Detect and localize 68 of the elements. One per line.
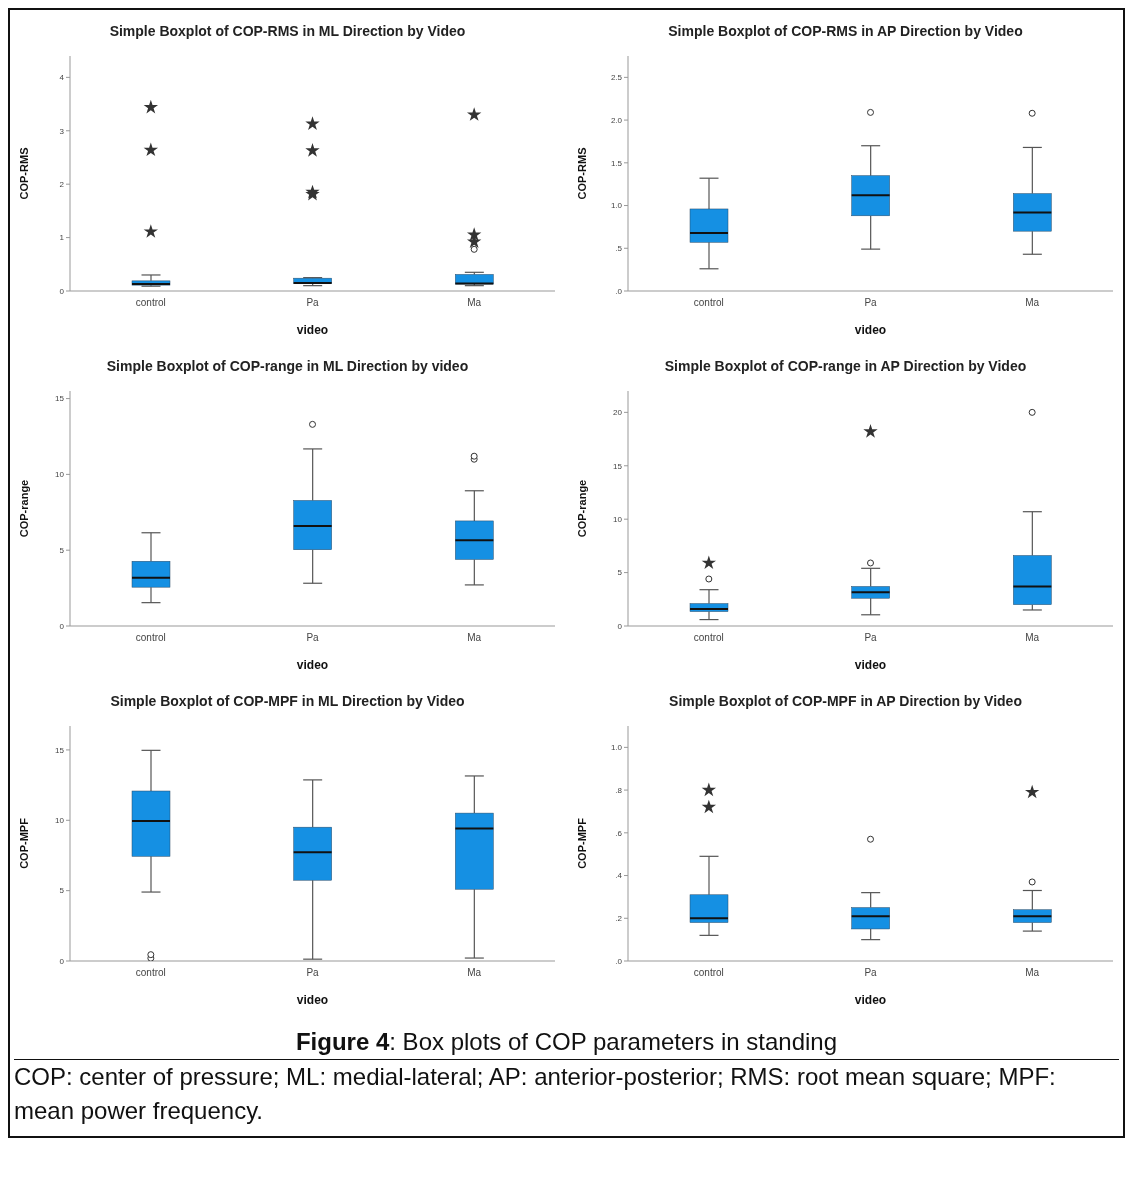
x-tick-label: control xyxy=(693,967,724,979)
y-axis-title: COP-RMS xyxy=(17,147,30,200)
chart-title: Simple Boxplot of COP-range in ML Direction by video xyxy=(105,357,470,376)
y-axis-title: COP-MPF xyxy=(17,817,30,869)
y-tick-label: .6 xyxy=(615,828,623,838)
x-tick-label: Pa xyxy=(864,297,878,309)
y-tick-label: 2.5 xyxy=(610,73,623,83)
y-tick-label: 5 xyxy=(59,886,65,896)
y-tick-label: 4 xyxy=(59,73,65,83)
x-tick-label: Ma xyxy=(467,297,482,309)
y-tick-label: 3 xyxy=(59,126,65,136)
chart-title: Simple Boxplot of COP-range in AP Direction by Video xyxy=(663,357,1028,376)
y-tick-label: 1 xyxy=(59,233,65,243)
y-tick-label: .5 xyxy=(615,244,623,254)
x-tick-label: Pa xyxy=(864,632,878,644)
y-tick-label: 10 xyxy=(55,470,65,480)
x-tick-label: Pa xyxy=(306,967,320,979)
y-axis-title: COP-range xyxy=(575,479,588,538)
chart-title: Simple Boxplot of COP-MPF in AP Direction by Video xyxy=(668,692,1023,711)
x-tick-label: control xyxy=(135,967,166,979)
y-tick-label: 15 xyxy=(55,745,65,755)
x-tick-label: control xyxy=(693,297,724,309)
y-tick-label: .0 xyxy=(615,286,623,296)
y-tick-label: .4 xyxy=(615,871,623,881)
x-tick-label: Ma xyxy=(1025,297,1040,309)
x-tick-label: control xyxy=(135,297,166,309)
y-tick-label: 5 xyxy=(59,546,65,556)
y-tick-label: 15 xyxy=(613,461,623,471)
x-axis-title: video xyxy=(296,658,329,672)
y-tick-label: 1.0 xyxy=(610,201,623,211)
x-tick-label: control xyxy=(693,632,724,644)
y-tick-label: .8 xyxy=(615,785,623,795)
x-axis-title: video xyxy=(296,993,329,1007)
chart-title: Simple Boxplot of COP-RMS in ML Direction by Video xyxy=(108,22,467,41)
x-axis-title: video xyxy=(854,323,887,337)
x-tick-label: Ma xyxy=(1025,632,1040,644)
y-tick-label: 10 xyxy=(55,816,65,826)
y-tick-label: 10 xyxy=(613,515,623,525)
y-tick-label: 0 xyxy=(59,621,65,631)
y-tick-label: 15 xyxy=(55,394,65,404)
x-axis-title: video xyxy=(296,323,329,337)
y-tick-label: .2 xyxy=(615,914,623,924)
y-axis-title: COP-RMS xyxy=(575,147,588,200)
x-tick-label: Pa xyxy=(306,632,320,644)
y-tick-label: .0 xyxy=(615,956,623,966)
y-axis-title: COP-range xyxy=(17,479,30,538)
caption: Figure 4: Box plots of COP parameters in standing xyxy=(295,1028,838,1055)
y-tick-label: 5 xyxy=(617,568,623,578)
y-tick-label: 1.5 xyxy=(610,158,623,168)
x-tick-label: Pa xyxy=(306,297,320,309)
x-tick-label: Ma xyxy=(467,967,482,979)
x-tick-label: Ma xyxy=(1025,967,1040,979)
y-tick-label: 0 xyxy=(59,286,65,296)
chart-title: Simple Boxplot of COP-MPF in ML Direction by Video xyxy=(109,692,466,711)
text: COP: center of pressure; ML: medial-lateral; AP: anterior-posterior; RMS: root mean square; MPF: mean power frequency. xyxy=(14,1063,1056,1124)
y-tick-label: 2.0 xyxy=(610,115,623,125)
y-tick-label: 20 xyxy=(613,408,623,418)
x-tick-label: Pa xyxy=(864,967,878,979)
x-axis-title: video xyxy=(854,993,887,1007)
y-tick-label: 1.0 xyxy=(610,743,623,753)
x-tick-label: Ma xyxy=(467,632,482,644)
y-tick-label: 0 xyxy=(59,956,65,966)
y-axis-title: COP-MPF xyxy=(575,817,588,869)
chart-title: Simple Boxplot of COP-RMS in AP Direction by Video xyxy=(667,22,1024,41)
x-tick-label: control xyxy=(135,632,166,644)
y-tick-label: 2 xyxy=(59,180,65,190)
x-axis-title: video xyxy=(854,658,887,672)
y-tick-label: 0 xyxy=(617,621,623,631)
